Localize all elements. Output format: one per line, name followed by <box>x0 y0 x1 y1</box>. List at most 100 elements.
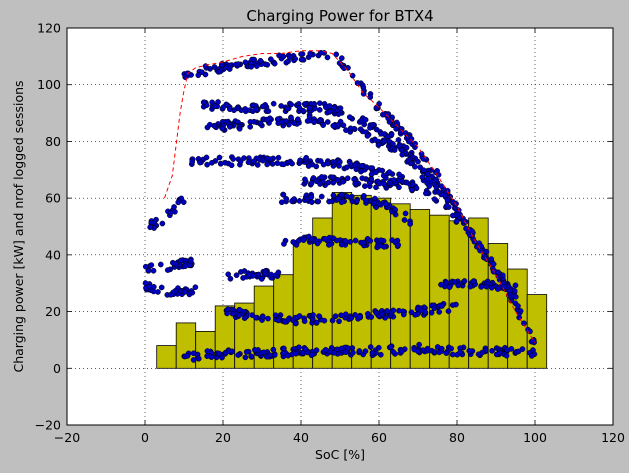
scatter-point <box>494 286 501 292</box>
scatter-point <box>316 100 323 107</box>
scatter-point <box>254 162 261 168</box>
scatter-point <box>379 111 386 118</box>
scatter-point <box>470 278 477 285</box>
scatter-point <box>338 199 345 206</box>
scatter-point <box>148 262 155 268</box>
scatter-point <box>449 212 456 219</box>
scatter-point <box>240 275 246 281</box>
scatter-point <box>334 176 341 183</box>
scatter-point <box>433 177 440 183</box>
scatter-point <box>197 159 203 166</box>
scatter-point <box>379 311 386 318</box>
scatter-point <box>418 307 424 314</box>
scatter-point <box>325 179 332 186</box>
scatter-point <box>455 282 462 289</box>
scatter-point <box>335 195 341 202</box>
scatter-point <box>353 166 360 173</box>
scatter-point <box>171 204 177 210</box>
scatter-point <box>311 105 318 112</box>
scatter-point <box>357 314 363 320</box>
scatter-point <box>297 157 303 164</box>
scatter-point <box>445 308 452 314</box>
scatter-point <box>301 101 308 107</box>
histogram-bar <box>351 194 372 369</box>
scatter-point <box>407 221 414 227</box>
scatter-point <box>280 161 287 168</box>
scatter-point <box>331 349 338 356</box>
scatter-point <box>306 105 313 111</box>
scatter-point <box>271 60 278 67</box>
scatter-point <box>264 116 270 123</box>
scatter-point <box>512 282 519 289</box>
scatter-point <box>388 131 395 138</box>
scatter-point <box>280 191 286 198</box>
scatter-point <box>333 237 340 244</box>
scatter-point <box>373 184 379 191</box>
scatter-point <box>202 63 209 69</box>
scatter-point <box>237 158 244 165</box>
histogram-bar <box>331 192 353 369</box>
scatter-point <box>344 175 351 182</box>
scatter-point <box>375 142 382 148</box>
scatter-point <box>399 151 406 158</box>
scatter-point <box>253 106 259 113</box>
scatter-point <box>338 55 345 61</box>
scatter-point <box>184 353 191 359</box>
y-tick-label: 0 <box>53 361 61 376</box>
scatter-point <box>251 158 257 165</box>
scatter-point <box>159 220 166 227</box>
scatter-point <box>267 352 274 359</box>
scatter-point <box>365 310 371 317</box>
scatter-point <box>189 158 196 165</box>
scatter-point <box>443 350 450 356</box>
scatter-point <box>195 72 202 79</box>
scatter-point <box>399 178 406 185</box>
scatter-point <box>396 143 402 149</box>
scatter-point <box>235 61 242 67</box>
scatter-point <box>395 137 402 143</box>
scatter-point <box>446 284 453 291</box>
scatter-point <box>190 350 197 357</box>
scatter-point <box>158 284 165 291</box>
scatter-point <box>438 183 445 190</box>
scatter-point <box>457 349 464 355</box>
scatter-point <box>503 352 510 359</box>
scatter-point <box>313 319 320 326</box>
scatter-point <box>157 261 164 268</box>
scatter-point <box>338 191 345 198</box>
scatter-point <box>251 118 257 125</box>
scatter-point <box>391 177 397 183</box>
scatter-point <box>228 162 235 169</box>
scatter-point <box>150 267 157 274</box>
scatter-point <box>285 352 291 359</box>
scatter-point <box>515 348 522 355</box>
scatter-point <box>360 84 367 91</box>
scatter-point <box>246 271 253 278</box>
scatter-point <box>283 195 290 202</box>
scatter-point <box>147 224 154 231</box>
scatter-point <box>187 258 194 264</box>
scatter-point <box>336 318 342 325</box>
scatter-point <box>241 315 248 321</box>
scatter-point <box>296 198 303 204</box>
scatter-point <box>409 186 415 193</box>
scatter-point <box>207 121 213 128</box>
scatter-point <box>515 303 521 309</box>
scatter-point <box>449 302 456 308</box>
histogram-bar <box>156 345 177 369</box>
scatter-point <box>310 312 316 318</box>
scatter-point <box>490 261 497 267</box>
scatter-point <box>317 181 323 187</box>
scatter-point <box>443 202 450 209</box>
scatter-point <box>219 62 225 68</box>
scatter-point <box>499 272 506 279</box>
scatter-point <box>335 121 342 128</box>
scatter-point <box>438 281 444 288</box>
y-tick-label: −20 <box>35 418 61 433</box>
scatter-point <box>377 351 384 358</box>
scatter-point <box>428 309 435 316</box>
scatter-point <box>318 193 325 200</box>
scatter-points <box>142 49 538 363</box>
scatter-point <box>167 291 174 298</box>
